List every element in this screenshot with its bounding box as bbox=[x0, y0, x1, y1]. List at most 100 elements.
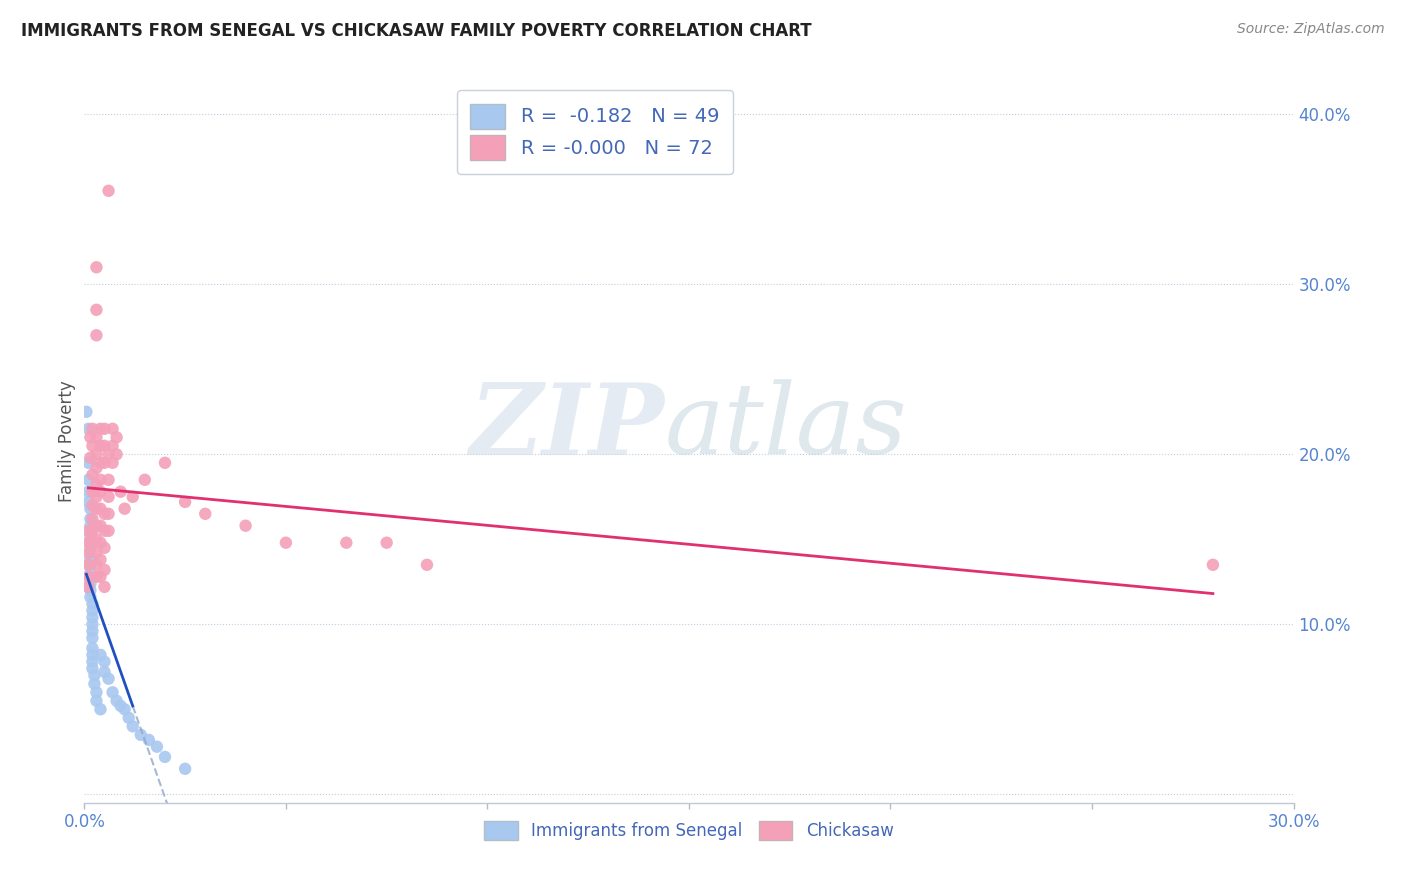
Point bbox=[93, 563, 115, 577]
Point bbox=[79, 529, 101, 543]
Point bbox=[89, 648, 111, 662]
Point bbox=[110, 484, 132, 499]
Point bbox=[134, 473, 156, 487]
Point bbox=[89, 518, 111, 533]
Point bbox=[97, 524, 120, 538]
Point bbox=[97, 473, 120, 487]
Text: Source: ZipAtlas.com: Source: ZipAtlas.com bbox=[1237, 22, 1385, 37]
Point bbox=[86, 328, 108, 343]
Point bbox=[79, 566, 101, 581]
Point bbox=[79, 571, 101, 585]
Point bbox=[77, 524, 100, 538]
Point bbox=[93, 580, 115, 594]
Point bbox=[75, 405, 97, 419]
Point bbox=[146, 739, 169, 754]
Point bbox=[86, 570, 108, 584]
Point bbox=[89, 456, 111, 470]
Point bbox=[121, 490, 143, 504]
Point bbox=[82, 524, 104, 538]
Point bbox=[97, 490, 120, 504]
Point bbox=[83, 677, 105, 691]
Point bbox=[93, 541, 115, 555]
Point bbox=[82, 610, 104, 624]
Legend: Immigrants from Senegal, Chickasaw: Immigrants from Senegal, Chickasaw bbox=[477, 813, 901, 848]
Point bbox=[114, 702, 136, 716]
Point bbox=[77, 580, 100, 594]
Point bbox=[335, 535, 357, 549]
Point bbox=[129, 728, 152, 742]
Point bbox=[82, 631, 104, 645]
Point bbox=[82, 439, 104, 453]
Point bbox=[153, 750, 176, 764]
Point bbox=[114, 501, 136, 516]
Point bbox=[93, 439, 115, 453]
Point bbox=[86, 546, 108, 560]
Point bbox=[89, 473, 111, 487]
Point bbox=[77, 546, 100, 560]
Point bbox=[86, 447, 108, 461]
Point bbox=[89, 702, 111, 716]
Point bbox=[79, 450, 101, 465]
Point bbox=[79, 430, 101, 444]
Point bbox=[86, 461, 108, 475]
Point bbox=[416, 558, 439, 572]
Point bbox=[82, 655, 104, 669]
Point bbox=[86, 558, 108, 572]
Point bbox=[1202, 558, 1225, 572]
Point bbox=[82, 648, 104, 662]
Point bbox=[97, 507, 120, 521]
Point bbox=[86, 533, 108, 547]
Point bbox=[97, 447, 120, 461]
Point bbox=[274, 535, 297, 549]
Point bbox=[79, 558, 101, 572]
Point bbox=[82, 512, 104, 526]
Point bbox=[93, 507, 115, 521]
Point bbox=[86, 478, 108, 492]
Point bbox=[79, 518, 101, 533]
Point bbox=[138, 732, 160, 747]
Point bbox=[86, 518, 108, 533]
Point bbox=[93, 665, 115, 679]
Point bbox=[82, 641, 104, 656]
Text: atlas: atlas bbox=[665, 379, 907, 475]
Point bbox=[89, 535, 111, 549]
Point bbox=[89, 501, 111, 516]
Point bbox=[83, 668, 105, 682]
Point bbox=[79, 590, 101, 604]
Point bbox=[79, 544, 101, 558]
Point bbox=[82, 604, 104, 618]
Point bbox=[174, 495, 197, 509]
Point bbox=[82, 624, 104, 639]
Point bbox=[79, 552, 101, 566]
Point bbox=[79, 535, 101, 549]
Point bbox=[86, 501, 108, 516]
Point bbox=[79, 501, 101, 516]
Point bbox=[79, 583, 101, 598]
Point bbox=[101, 685, 124, 699]
Point bbox=[89, 552, 111, 566]
Point bbox=[82, 498, 104, 512]
Point bbox=[93, 655, 115, 669]
Point bbox=[118, 711, 141, 725]
Point bbox=[93, 422, 115, 436]
Point bbox=[82, 535, 104, 549]
Point bbox=[82, 467, 104, 482]
Y-axis label: Family Poverty: Family Poverty bbox=[58, 381, 76, 502]
Point bbox=[79, 576, 101, 591]
Point bbox=[105, 694, 128, 708]
Point bbox=[97, 672, 120, 686]
Point bbox=[82, 597, 104, 611]
Point bbox=[97, 184, 120, 198]
Point bbox=[82, 617, 104, 632]
Point bbox=[93, 524, 115, 538]
Point bbox=[86, 430, 108, 444]
Point bbox=[105, 447, 128, 461]
Point bbox=[93, 456, 115, 470]
Point bbox=[101, 422, 124, 436]
Point bbox=[235, 518, 257, 533]
Text: IMMIGRANTS FROM SENEGAL VS CHICKASAW FAMILY POVERTY CORRELATION CHART: IMMIGRANTS FROM SENEGAL VS CHICKASAW FAM… bbox=[21, 22, 811, 40]
Point bbox=[77, 570, 100, 584]
Point bbox=[375, 535, 398, 549]
Point bbox=[77, 484, 100, 499]
Point bbox=[82, 484, 104, 499]
